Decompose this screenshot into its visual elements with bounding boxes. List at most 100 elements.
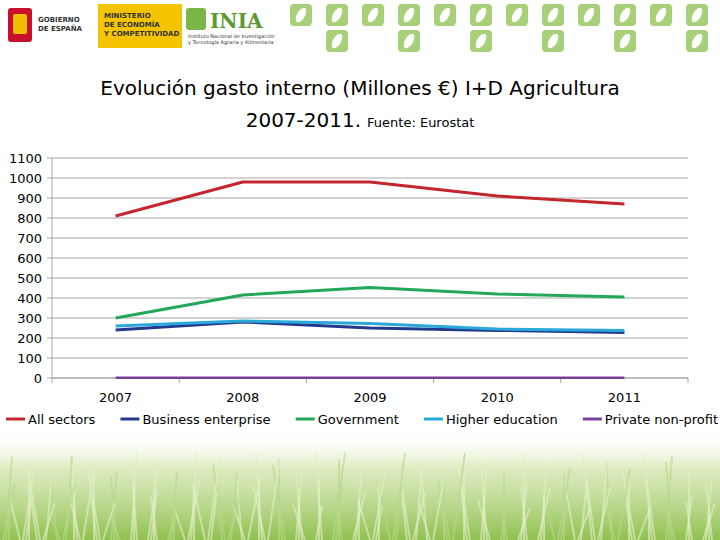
grass-blade — [623, 475, 635, 540]
grass-blade — [28, 469, 30, 540]
grass-blade — [706, 482, 712, 540]
grass-blade — [686, 502, 692, 540]
x-tick-label: 2010 — [481, 390, 514, 405]
x-tick — [52, 378, 53, 383]
grid-line — [52, 378, 688, 379]
leaf — [690, 32, 705, 50]
leaf — [474, 32, 489, 50]
grid — [47, 158, 688, 378]
leaf — [294, 6, 309, 24]
y-tick-label: 300 — [17, 311, 42, 326]
grid-line — [52, 158, 688, 159]
leaf — [330, 6, 345, 24]
institute-name: y Tecnología Agraria y Alimentaria — [188, 39, 274, 46]
grass-blade — [416, 466, 422, 540]
grass-blade — [211, 491, 217, 540]
grass-blade — [478, 500, 490, 540]
y-tick — [47, 278, 52, 279]
leaf — [582, 6, 597, 24]
grid-line — [52, 318, 688, 319]
leaf — [330, 32, 345, 50]
y-tick — [47, 198, 52, 199]
grass-blade — [171, 471, 177, 540]
grass-blade — [538, 488, 550, 540]
leaf-tile — [578, 4, 600, 26]
legend-swatch — [296, 418, 315, 421]
coat-of-arms-shield — [13, 14, 27, 34]
grass-blade — [148, 458, 160, 540]
leaf — [546, 32, 561, 50]
grass-blade — [173, 505, 185, 540]
leaf-tile — [506, 4, 528, 26]
grass-blade — [131, 457, 137, 540]
grid-line — [52, 238, 688, 239]
y-tick-label: 900 — [17, 191, 42, 206]
leaf — [690, 6, 705, 24]
y-tick — [47, 318, 52, 319]
grass-blade — [193, 484, 195, 540]
y-tick-label: 0 — [34, 371, 42, 386]
ministry-band — [98, 4, 182, 48]
grass-blade — [316, 452, 322, 540]
leaf — [510, 6, 525, 24]
grass-blade — [193, 485, 205, 540]
leaf-tile — [542, 4, 564, 26]
grass-blade — [336, 492, 342, 540]
government-label: GOBIERNO — [38, 16, 80, 24]
legend-label: Government — [318, 412, 399, 427]
grass-blade — [293, 505, 305, 540]
grass-blade — [356, 466, 362, 540]
title-line: 2007-2011. — [246, 108, 361, 132]
grass-blade — [208, 458, 220, 540]
grass-blade — [378, 480, 390, 540]
legend-label: Higher education — [446, 412, 558, 427]
grass-blade — [663, 495, 675, 540]
legend-label: Private non-profit — [605, 412, 718, 427]
legend-swatch — [120, 418, 139, 421]
grid-line — [52, 178, 688, 179]
chart-subtitle: Fuente: Eurostat — [367, 115, 474, 130]
grass-blade — [438, 480, 450, 540]
series-line — [116, 322, 625, 332]
y-tick-label: 500 — [17, 271, 42, 286]
leaf — [654, 6, 669, 24]
leaf-tile — [650, 4, 672, 26]
coat-of-arms — [8, 8, 32, 42]
grass-blade — [8, 489, 10, 540]
legend-swatch — [6, 418, 25, 421]
grass-blade — [706, 476, 712, 540]
chart-title: Evolución gasto interno (Millones €) I+D… — [100, 76, 620, 132]
leaf — [546, 6, 561, 24]
grass-blade — [191, 451, 197, 540]
grass-blade — [358, 499, 360, 540]
y-axis — [52, 158, 53, 378]
grass-blade — [103, 503, 115, 540]
grid-line — [52, 258, 688, 259]
grass-blade — [6, 456, 12, 540]
leaf-tile — [398, 30, 420, 52]
x-tick — [688, 378, 689, 383]
series-line — [116, 377, 625, 380]
y-tick-label: 100 — [17, 351, 42, 366]
leaf-tile — [614, 4, 636, 26]
grass-blade — [273, 465, 285, 540]
ministry-label: DE ECONOMÍA — [104, 20, 160, 29]
grass-blade — [378, 479, 380, 540]
grass-blade — [433, 473, 445, 540]
ministry-label: MINISTERIO — [104, 12, 151, 20]
institute-label: INIA — [210, 9, 263, 33]
x-tick-label: 2007 — [99, 390, 132, 405]
y-tick-label: 600 — [17, 251, 42, 266]
grid-line — [52, 218, 688, 219]
grass-blade — [581, 481, 587, 540]
government-label: DE ESPAÑA — [38, 24, 83, 33]
leaf — [366, 6, 381, 24]
grass-blade — [453, 453, 465, 540]
grass-blade — [268, 458, 280, 540]
grass-blade — [541, 461, 547, 540]
leaf-tile — [686, 4, 708, 26]
leaf — [474, 6, 489, 24]
grass-blade — [418, 500, 430, 540]
ministry-label: Y COMPETITIVIDAD — [103, 30, 179, 38]
grass-blade — [3, 483, 15, 540]
